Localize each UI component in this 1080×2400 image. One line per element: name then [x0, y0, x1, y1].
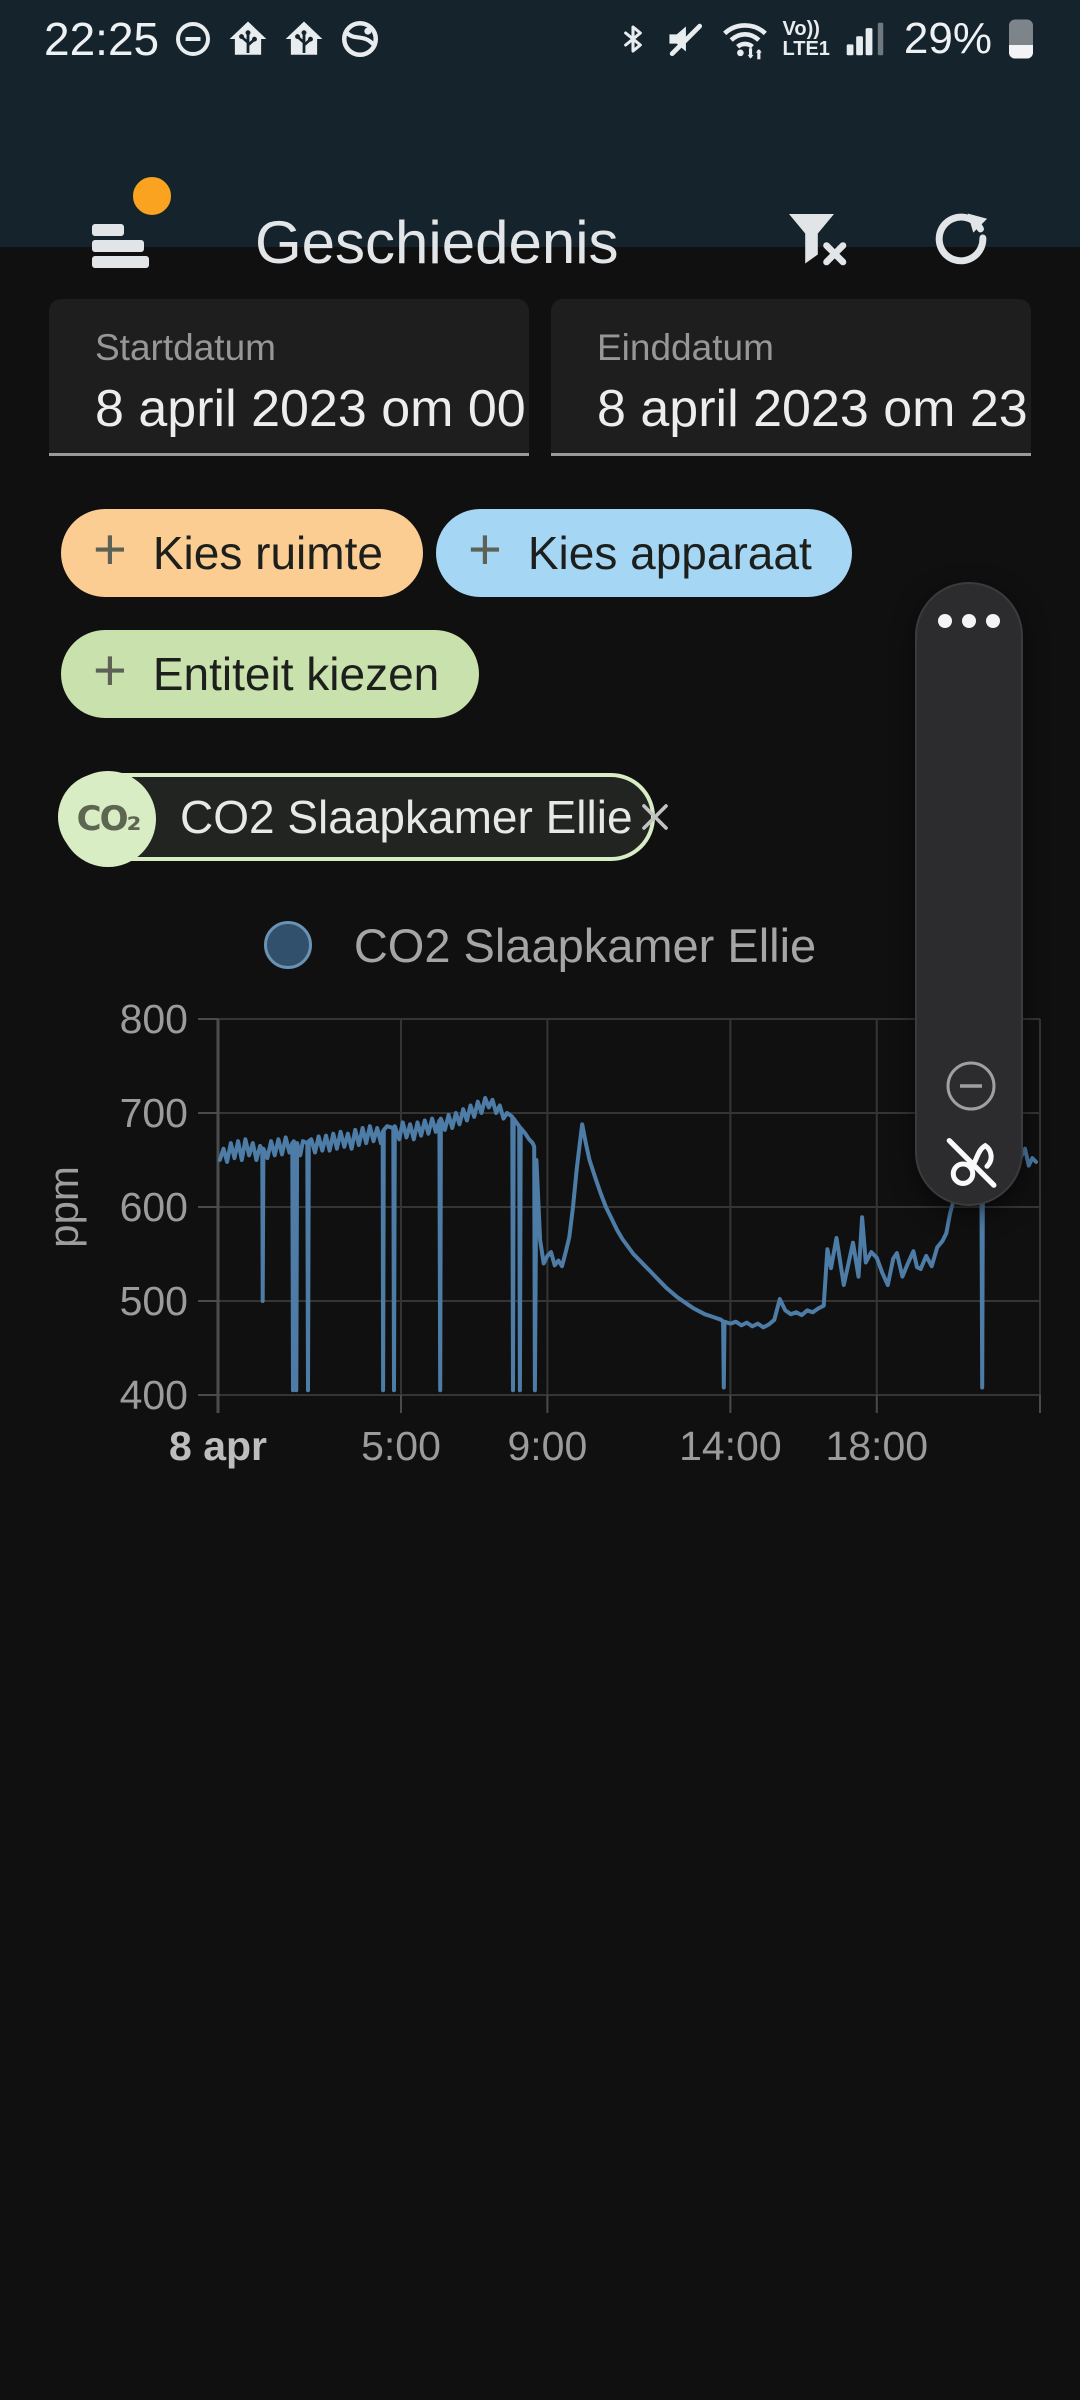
end-date-label: Einddatum: [597, 327, 774, 368]
bluetooth-icon: [617, 18, 649, 60]
legend-dot: [263, 921, 312, 969]
plus-icon: +: [93, 517, 127, 582]
volte-bottom: LTE1: [782, 38, 830, 60]
choose-area-chip[interactable]: + Kies ruimte: [61, 509, 423, 597]
menu-button[interactable]: [88, 170, 178, 268]
home-assistant-icon: [227, 18, 269, 60]
svg-text:8 apr: 8 apr: [169, 1423, 267, 1469]
chip-label: Entiteit kiezen: [152, 648, 440, 700]
svg-text:500: 500: [120, 1278, 188, 1324]
battery-icon: [1006, 16, 1036, 62]
refresh-icon: [929, 206, 993, 275]
history-chart-svg: 400 500 600 700 800 8 apr 5:00 9:00 14:00 18:00 pp…: [40, 996, 1041, 1469]
selected-entity-chip[interactable]: CO₂ CO2 Slaapkamer Ellie: [58, 771, 668, 867]
signal-strength-icon: [844, 18, 890, 60]
volume-mute-icon: [663, 17, 707, 61]
end-date-field[interactable]: Einddatum 8 april 2023 om 23: [551, 299, 1031, 456]
svg-text:18:00: 18:00: [825, 1423, 928, 1469]
home-assistant-icon: [283, 18, 325, 60]
svg-text:ppm: ppm: [40, 1166, 87, 1248]
start-date-label: Startdatum: [95, 327, 276, 368]
remove-entity-button[interactable]: [633, 795, 677, 839]
dnd-icon: [173, 19, 213, 59]
svg-text:700: 700: [120, 1090, 188, 1136]
history-chart[interactable]: 400 500 600 700 800 8 apr 5:00 9:00 14:00 18:00 pp…: [0, 980, 1080, 1500]
wifi-icon: [721, 16, 769, 62]
more-handle-icon[interactable]: [917, 614, 1021, 628]
svg-text:400: 400: [120, 1372, 188, 1418]
plus-icon: +: [93, 638, 127, 703]
page-title: Geschiedenis: [255, 209, 619, 276]
start-date-value: 8 april 2023 om 00: [95, 380, 526, 438]
svg-text:9:00: 9:00: [507, 1423, 587, 1469]
pen-off-icon[interactable]: [939, 1128, 1003, 1197]
svg-text:600: 600: [120, 1184, 188, 1230]
volte-top: Vo)): [782, 18, 820, 40]
start-date-field[interactable]: Startdatum 8 april 2023 om 00: [49, 299, 529, 456]
zoom-out-icon[interactable]: [943, 1058, 999, 1119]
floating-pen-toolbar[interactable]: [915, 582, 1023, 1206]
svg-text:800: 800: [120, 996, 188, 1042]
co2-icon: CO₂: [60, 771, 156, 867]
browser-icon: [339, 18, 381, 60]
refresh-button[interactable]: [925, 204, 997, 276]
notification-badge: [126, 170, 178, 222]
plus-icon: +: [468, 517, 502, 582]
volte-label: Vo)) LTE1: [783, 19, 830, 59]
legend-label: CO2 Slaapkamer Ellie: [353, 918, 817, 972]
svg-text:5:00: 5:00: [361, 1423, 441, 1469]
app-bar: Geschiedenis: [0, 78, 1080, 276]
status-bar: 22:25 Vo)): [0, 0, 1080, 78]
chip-label: Kies apparaat: [527, 527, 812, 579]
filter-clear-button[interactable]: [780, 204, 852, 276]
selected-entity-label: CO2 Slaapkamer Ellie: [180, 791, 633, 843]
end-date-value: 8 april 2023 om 23: [597, 380, 1028, 438]
choose-entity-chip[interactable]: + Entiteit kiezen: [61, 630, 480, 718]
chip-label: Kies ruimte: [152, 527, 383, 579]
chart-legend[interactable]: CO2 Slaapkamer Ellie: [0, 910, 1080, 980]
battery-percent: 29%: [903, 14, 992, 63]
status-time: 22:25: [44, 13, 160, 65]
choose-device-chip[interactable]: + Kies apparaat: [436, 509, 852, 597]
filter-x-icon: [780, 202, 852, 279]
svg-text:14:00: 14:00: [679, 1423, 782, 1469]
